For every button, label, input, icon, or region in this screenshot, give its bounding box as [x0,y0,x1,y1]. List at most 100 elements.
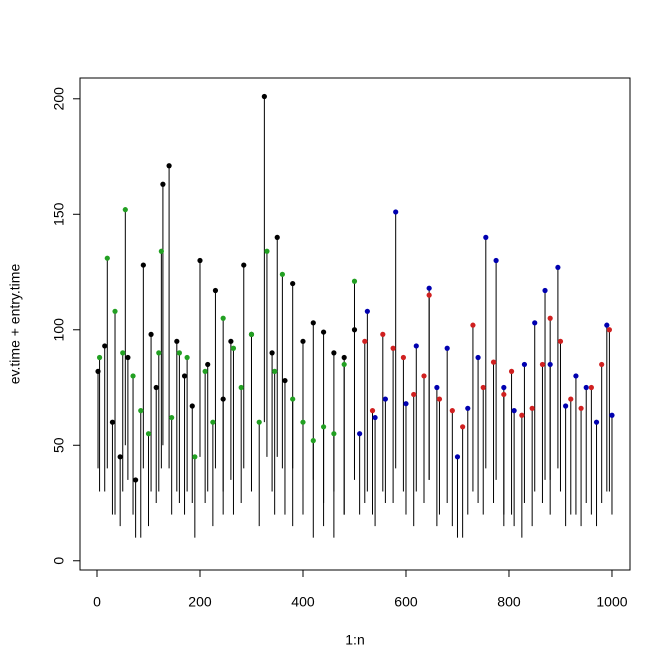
point [434,384,440,391]
x-tick-label: 200 [188,594,212,610]
point [606,327,613,333]
point [475,354,481,361]
point [493,257,499,264]
point [351,278,358,284]
point [300,338,306,344]
point [501,384,507,391]
point [519,412,525,418]
point [130,373,136,379]
point [480,384,486,391]
point [279,271,285,277]
point [539,361,546,368]
point [372,414,378,421]
point [238,384,244,391]
point [449,408,455,414]
point [470,322,476,328]
point [380,331,386,337]
x-tick-label: 800 [497,594,521,610]
point [169,414,175,421]
point [228,338,234,344]
point [264,248,270,254]
y-tick-label: 0 [51,557,67,565]
point [166,163,172,169]
point [220,315,226,321]
point [210,419,216,425]
point [382,396,388,402]
point [269,350,275,356]
point [290,280,296,287]
point [341,361,347,368]
point [122,207,128,213]
point [160,181,166,187]
point [568,396,574,402]
point [593,419,600,425]
point [508,368,515,374]
point [369,408,376,414]
point [282,377,288,384]
point [189,403,195,409]
point [153,384,159,391]
y-tick-label: 50 [51,437,67,453]
point [609,412,615,418]
point [256,419,262,425]
point [109,419,116,425]
point [272,368,278,374]
point [578,405,584,411]
point [511,408,517,414]
y-axis-label: ev.time + entry.time [7,264,23,385]
point [148,331,154,337]
point [274,234,280,240]
point [501,391,507,398]
point [120,350,126,356]
point [588,384,594,391]
point [426,285,432,291]
point [490,359,497,365]
point [436,396,443,402]
point [158,248,164,254]
y-tick-label: 200 [51,87,67,111]
point [184,354,190,361]
point [261,93,267,100]
point [174,338,180,344]
point [192,454,198,460]
point [557,338,564,344]
point [411,391,417,398]
point [413,343,419,349]
point [529,405,535,411]
point [181,373,188,379]
point [532,320,538,326]
point [202,368,208,374]
point [460,424,466,430]
point [400,354,407,361]
point [320,424,327,430]
point [444,345,450,351]
point [547,315,553,321]
x-tick-label: 1000 [596,594,627,610]
point [104,255,110,261]
point [248,331,255,337]
point [310,438,316,444]
point [331,350,337,356]
point [421,373,427,379]
point [542,287,548,294]
point [583,384,589,391]
point [95,368,101,374]
point [483,234,489,240]
point [393,209,399,215]
point [102,343,108,349]
point [331,431,337,437]
x-tick-label: 0 [93,594,101,610]
point [547,361,553,368]
point [138,408,144,414]
point [300,419,306,425]
point [230,345,237,351]
point [125,354,131,361]
point [140,262,146,268]
point [220,396,226,402]
point [117,454,123,460]
point [241,262,247,268]
point [156,350,162,356]
point [205,361,211,368]
point [112,308,118,314]
